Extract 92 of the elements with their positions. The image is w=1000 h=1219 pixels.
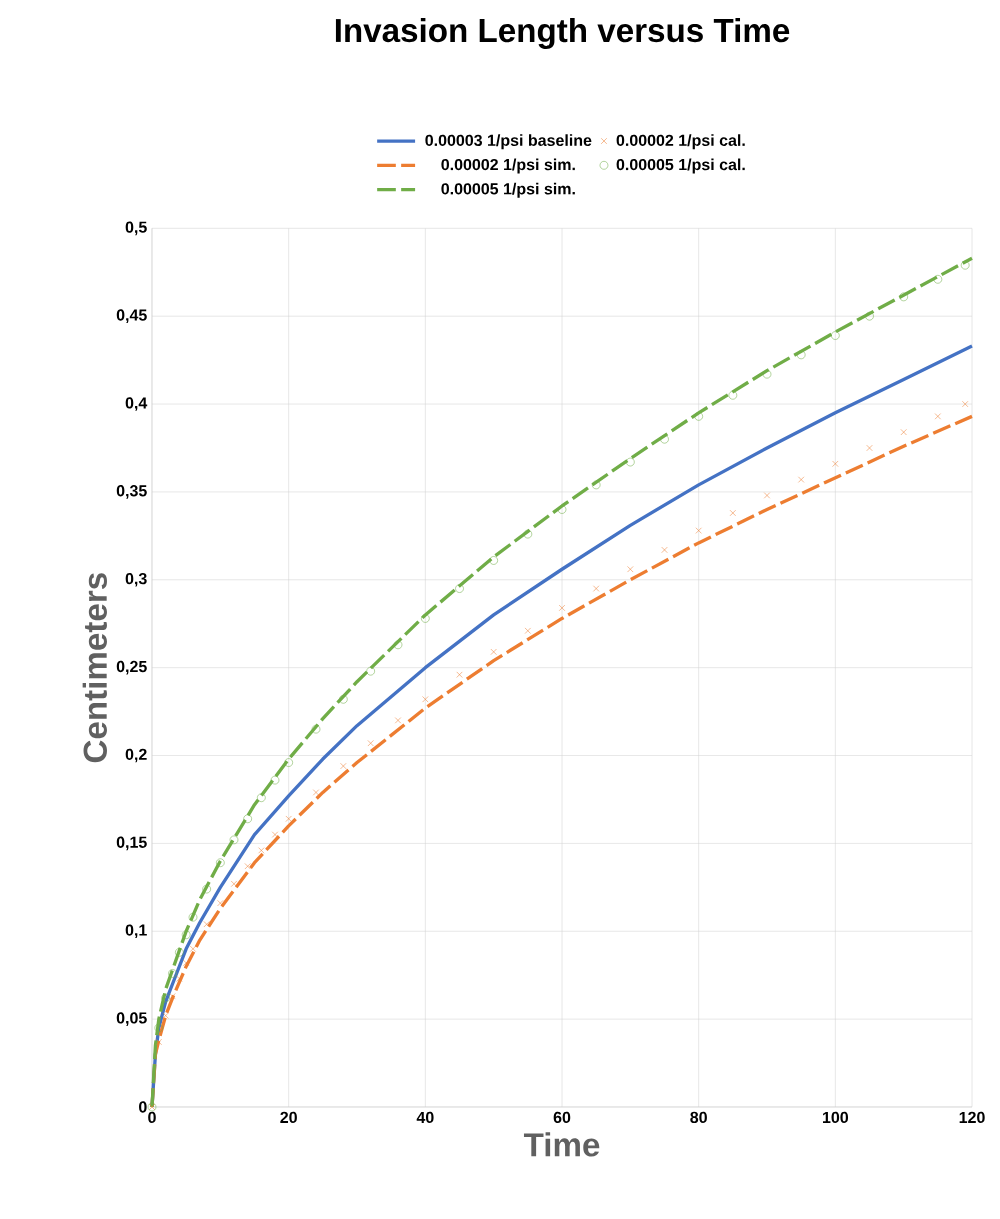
point [962, 400, 969, 408]
y-tick-label: 0,35 [116, 485, 147, 499]
point [188, 912, 198, 922]
y-tick-label: 0,45 [116, 309, 147, 324]
legend-label: 0.00003 1/psi baseline [425, 134, 592, 150]
point [203, 921, 210, 928]
point [270, 775, 280, 785]
point [694, 412, 703, 421]
y-tick-label: 0,4 [125, 397, 148, 411]
point [257, 793, 266, 802]
point [181, 930, 191, 940]
point [762, 369, 772, 379]
x-tick-label: 0 [148, 1111, 156, 1124]
y-tick-label: 0,2 [125, 748, 147, 763]
point [763, 492, 771, 499]
point [489, 556, 498, 565]
point [285, 815, 292, 822]
point [393, 640, 403, 650]
point [216, 858, 225, 867]
point [591, 480, 601, 490]
point [729, 509, 736, 517]
point [798, 476, 805, 483]
x-tick-label: 60 [553, 1111, 571, 1124]
point [175, 948, 184, 957]
point [340, 762, 347, 770]
point [366, 666, 375, 676]
point [831, 331, 840, 340]
y-tick-label: 0,15 [116, 836, 147, 851]
point [557, 505, 567, 514]
point [934, 413, 941, 420]
y-tick-label: 0,5 [125, 221, 147, 236]
x-axis-title: Time [523, 1132, 600, 1157]
point [243, 814, 252, 824]
point [524, 627, 531, 634]
point [900, 429, 907, 436]
y-tick-label: 0,05 [116, 1012, 147, 1026]
legend-label: 0.00002 1/psi cal. [616, 134, 745, 150]
point [558, 604, 566, 612]
point [244, 863, 251, 870]
point [367, 740, 374, 747]
point [695, 527, 702, 534]
point [626, 457, 635, 467]
point [229, 835, 239, 845]
point [312, 789, 320, 796]
point [168, 969, 177, 978]
y-tick-label: 0,3 [125, 572, 147, 587]
point [832, 460, 839, 467]
point [271, 831, 279, 838]
point [490, 648, 497, 655]
point [960, 260, 970, 270]
point [421, 614, 430, 623]
point [161, 993, 170, 1003]
point [189, 945, 197, 952]
point [258, 847, 265, 854]
point [169, 993, 176, 1000]
x-tick-label: 20 [280, 1111, 297, 1124]
x-tick-label: 80 [690, 1111, 707, 1124]
point [422, 696, 429, 703]
legend-label: 0.00005 1/psi sim. [441, 182, 575, 198]
y-tick-label: 0 [139, 1101, 147, 1113]
point [202, 884, 211, 894]
point [933, 275, 943, 284]
point [661, 546, 668, 554]
point [660, 434, 669, 444]
point [339, 695, 348, 704]
chart-title: Invasion Length versus Time [335, 17, 790, 49]
point [899, 292, 908, 302]
x-tick-label: 40 [416, 1111, 434, 1124]
y-axis-title: Centimeters [82, 573, 107, 763]
point [456, 671, 463, 678]
y-tick-label: 0,1 [125, 924, 147, 939]
legend-label: 0.00005 1/psi cal. [616, 158, 745, 174]
y-tick-label: 0,25 [116, 660, 147, 675]
x-tick-label: 100 [823, 1111, 849, 1124]
point [627, 566, 634, 573]
x-tick-label: 120 [959, 1111, 985, 1124]
point [455, 584, 464, 593]
point [394, 717, 402, 724]
legend-label: 0.00002 1/psi sim. [441, 158, 575, 174]
point [593, 585, 600, 592]
point [728, 391, 738, 400]
point [865, 311, 874, 321]
point [311, 724, 321, 734]
point [230, 880, 238, 887]
point [866, 444, 873, 452]
point [523, 529, 533, 539]
point [284, 758, 293, 767]
point [217, 900, 224, 907]
point [154, 1023, 164, 1033]
point [796, 350, 806, 360]
point [155, 1038, 162, 1046]
point [162, 1012, 169, 1019]
